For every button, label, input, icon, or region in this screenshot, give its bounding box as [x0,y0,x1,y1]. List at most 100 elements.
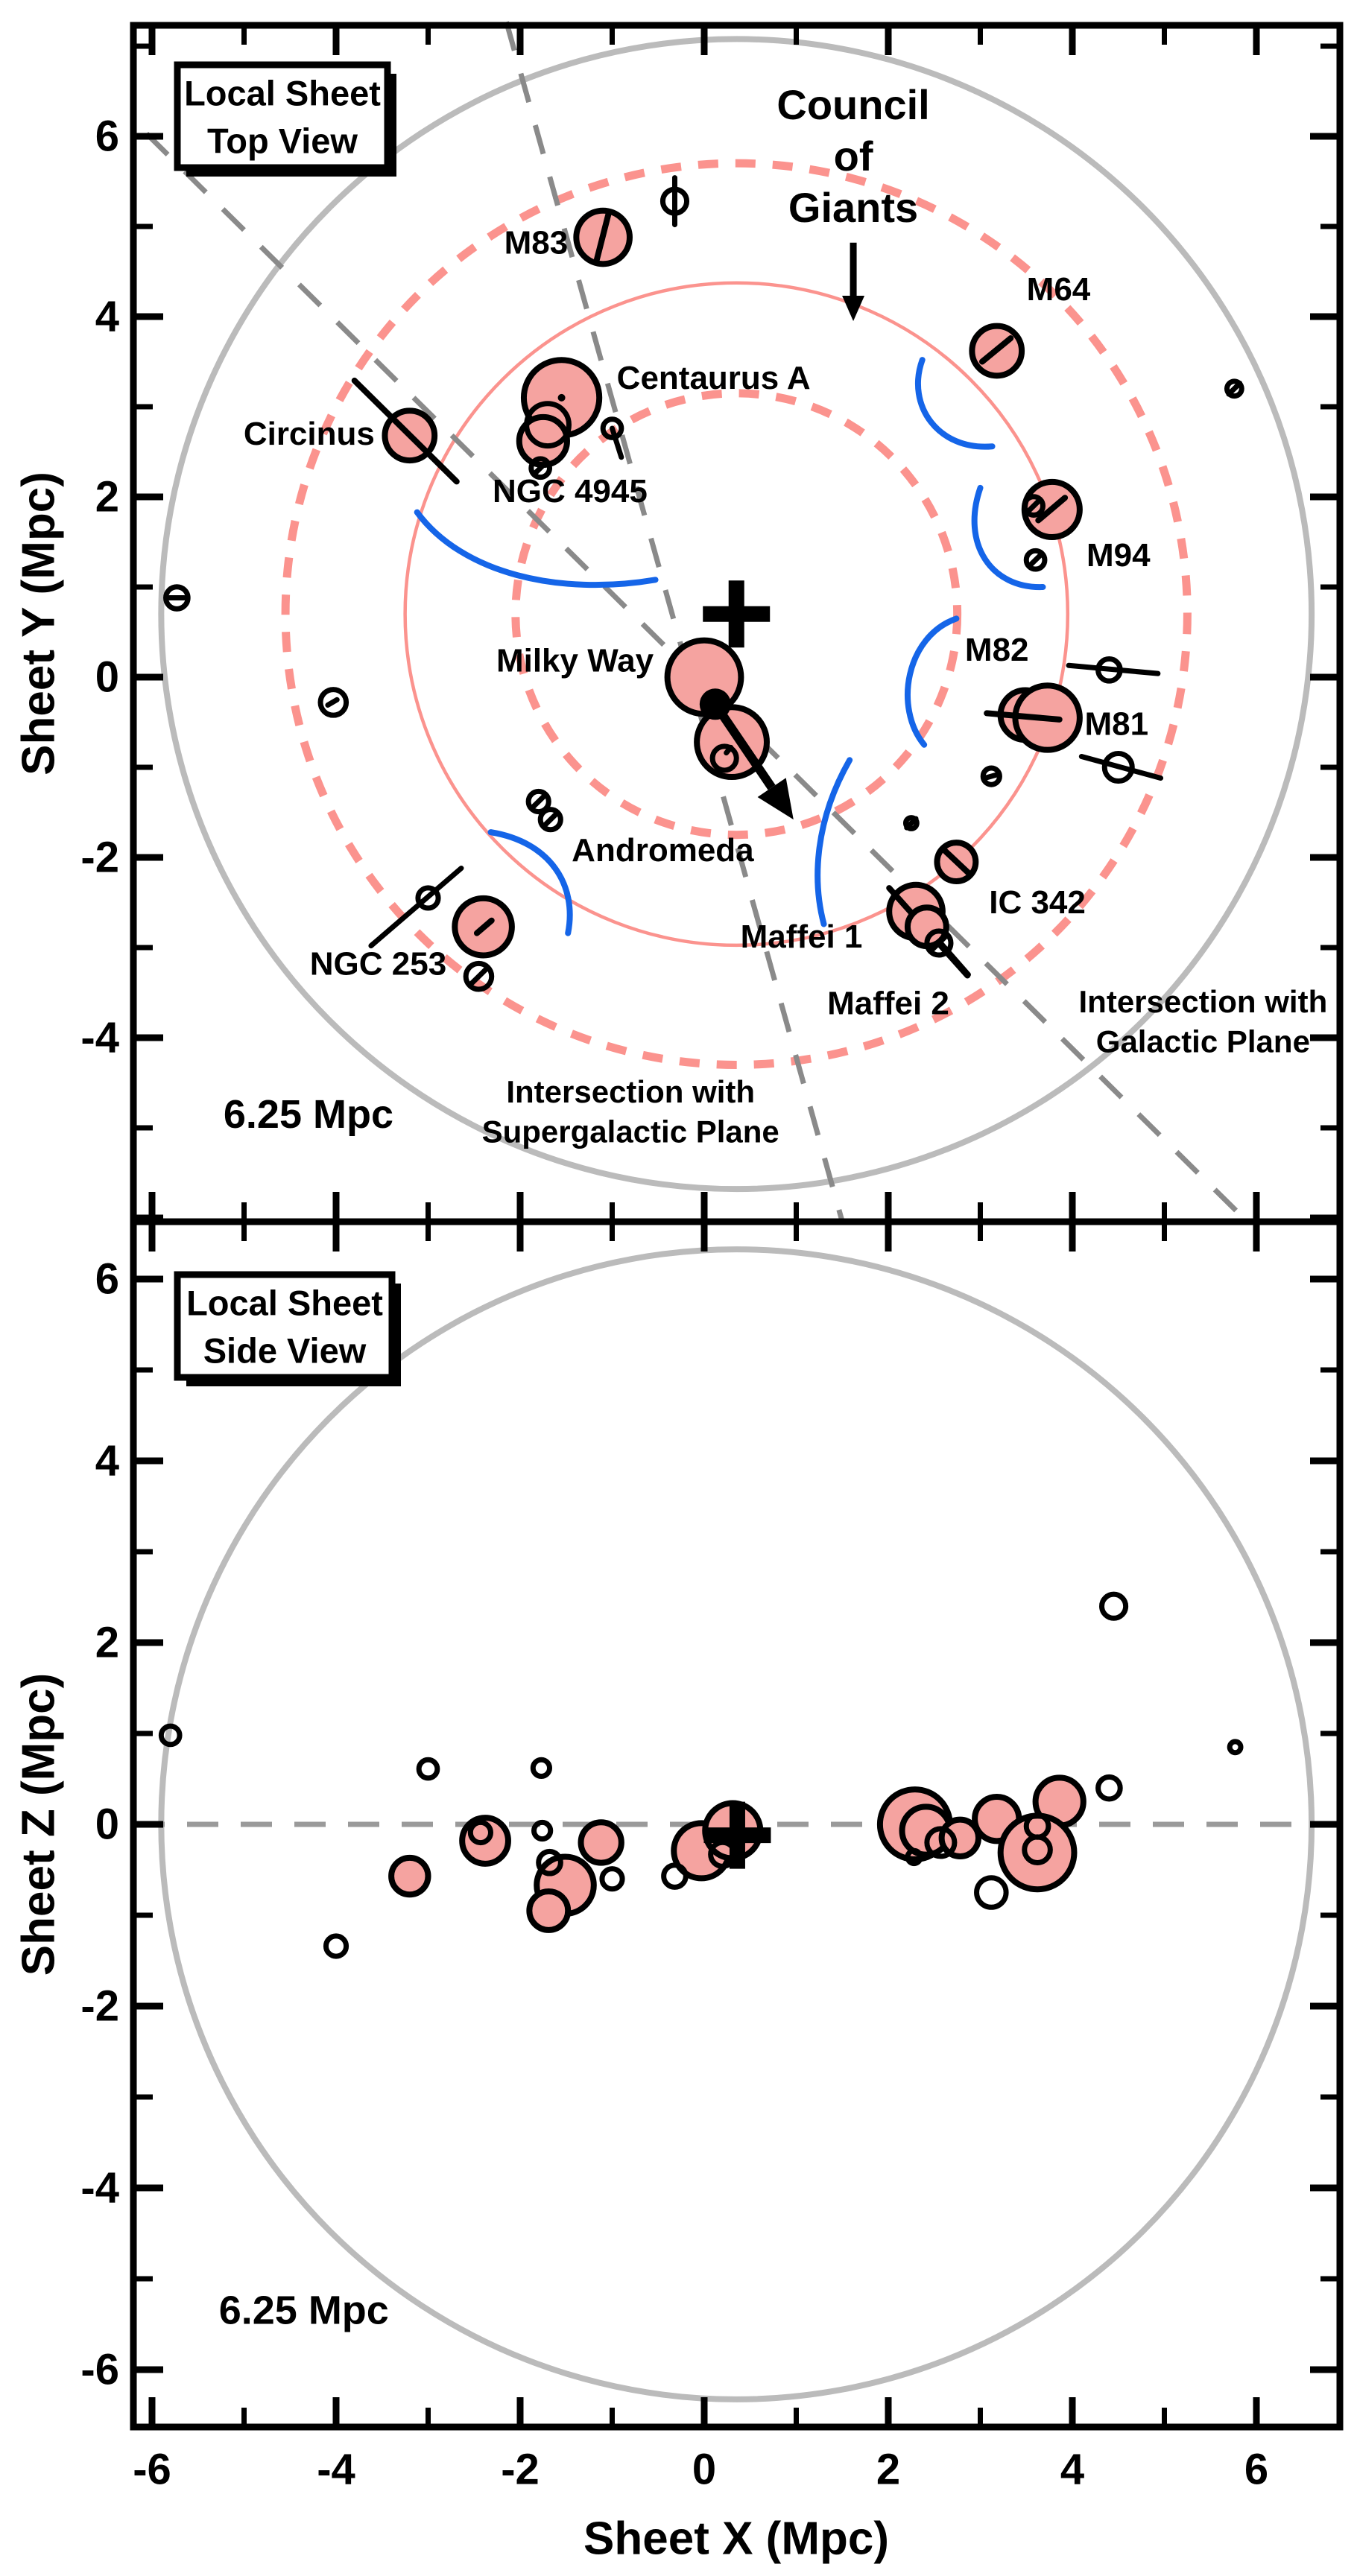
side-galaxy-circinus [388,1854,431,1898]
galaxy-orientation-mark [942,848,972,877]
dwarf-galaxy-symbol [1023,548,1048,572]
council-centre-plus-side [703,1801,771,1869]
galaxy-label-ic-342: IC 342 [989,884,1086,921]
x-tick-label: 6 [1244,2446,1268,2494]
galaxy-orientation-mark [351,377,460,485]
galaxy-label-andromeda: Andromeda [572,832,754,869]
dwarf-galaxy [1078,750,1164,784]
galaxy-orientation-mark [984,710,1063,723]
dwarf-mark [982,772,1001,781]
y-tick-label-bottom: 4 [95,1437,119,1485]
galaxy-label-milky-way: Milky Way [496,643,654,679]
local-sheet-circle-top [158,36,1315,1193]
dwarf-galaxy [902,815,920,831]
side-dwarf-galaxy [416,1757,440,1781]
side-galaxy-ic-342 [938,1816,982,1860]
x-tick-label: 0 [692,2446,716,2494]
x-tick-label: 2 [876,2446,900,2494]
top-view-box-label-line2: Top View [207,121,358,161]
dwarf-galaxy-symbol [1224,378,1244,399]
side-dwarf-galaxy [924,1826,958,1859]
galaxy-label-m81: M81 [1084,705,1148,742]
side-dwarf-galaxy [661,1862,689,1890]
side-dwarf-galaxy [974,1875,1009,1910]
side-dwarf-galaxy [1099,1591,1129,1621]
y-axis-title-bottom: Sheet Z (Mpc) [13,1673,65,1976]
dwarf-galaxy [1066,656,1161,684]
x-tick-label: 4 [1060,2446,1084,2494]
galaxy-circinus [351,377,460,485]
galaxy-label-m94: M94 [1086,537,1151,574]
blue-arc [814,757,853,927]
motion-arrow-shaft [711,701,776,790]
council-arrow-head [842,296,865,322]
dwarf-galaxy [368,866,464,949]
dwarf-galaxy [600,416,624,460]
y-tick-label-top: 6 [95,112,119,161]
side-galaxy-ngc-4945 [526,1888,572,1933]
dwarf-mark [368,866,464,949]
council-of-giants-label: Council [776,81,929,128]
dwarf-galaxy [1224,378,1244,399]
dwarf-galaxy-symbol [525,788,551,815]
scale-label-side: 6.25 Mpc [219,2288,389,2333]
dwarf-galaxy-symbol [537,807,563,833]
dwarf-galaxy-symbol [524,401,572,449]
dwarf-galaxy [525,788,551,815]
x-tick-label: -6 [133,2446,171,2494]
dwarf-mark [325,697,340,708]
dwarf-galaxy-symbol [709,743,739,773]
dwarf-galaxy [524,401,572,449]
top-view-box-label-box [174,61,391,171]
dwarf-galaxy [317,687,349,718]
supergalactic-plane-label: Supergalactic Plane [482,1114,779,1149]
y-tick-label-bottom: 6 [95,1255,119,1304]
supergalactic-plane-label: Intersection with [506,1074,755,1109]
dwarf-mark [610,425,624,460]
dwarf-galaxy-symbol [902,815,920,831]
council-ring-outer-dashed [281,159,1192,1069]
dwarf-galaxy-symbol [1101,750,1135,784]
galaxy-label-m83: M83 [504,224,569,261]
dwarf-galaxy [463,960,495,992]
dwarf-galaxy-symbol [924,928,954,958]
y-tick-label-bottom: -4 [80,2164,119,2212]
dwarf-mark [1024,497,1043,515]
y-tick-label-top: -2 [80,834,119,882]
dwarf-galaxy [163,584,191,612]
dwarf-galaxy [537,807,563,833]
dwarf-galaxy-symbol [528,456,553,480]
dwarf-galaxy-symbol [1095,656,1123,684]
galaxy-label-maffei-1: Maffei 1 [741,919,863,955]
supergalactic-plane-line [504,21,845,1222]
side-dwarf-galaxy [530,1757,553,1779]
galaxy-center-dot [557,393,566,402]
galaxy-orientation-mark [978,335,1014,365]
dwarf-galaxy [659,175,690,228]
galaxy-orientation-mark [593,211,612,264]
galaxy-label-ngc-253: NGC 253 [310,945,446,982]
dwarf-galaxy [924,928,971,977]
side-dwarf-galaxy [1095,1774,1123,1802]
dwarf-mark [1078,753,1164,781]
dwarf-galaxy-symbol [980,765,1002,787]
galactic-plane-label: Intersection with [1079,984,1328,1019]
y-tick-label-bottom: 2 [95,1619,119,1667]
blue-arc [905,615,960,748]
side-dwarf-galaxy [1022,1834,1053,1865]
dwarf-galaxy [1023,548,1048,572]
dwarf-galaxy-symbol [600,416,624,440]
top-view-box-label-line1: Local Sheet [184,74,381,113]
side-view-box-label-line1: Local Sheet [186,1284,383,1323]
side-view-box-label: Local Sheet Side View [174,1271,401,1386]
blue-arc [414,509,659,589]
side-dwarf-galaxy [599,1866,625,1892]
side-dwarf-galaxy [1227,1739,1244,1756]
galaxy-label-m82: M82 [965,632,1029,668]
bottom-panel: 6.25 Mpc [133,1246,1340,2402]
galaxy-orientation-mark [1035,495,1069,524]
dwarf-galaxy [1022,494,1046,518]
